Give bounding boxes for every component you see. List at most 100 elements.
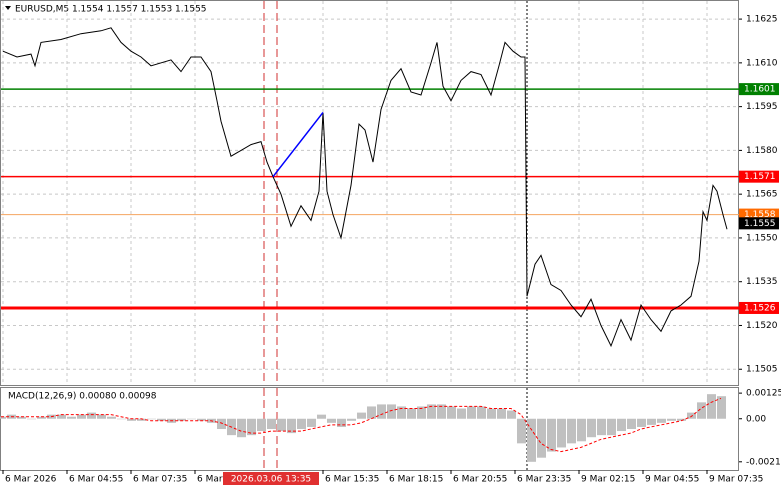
histogram-bar <box>567 418 576 444</box>
histogram-bar <box>607 418 616 436</box>
level-label: 1.1555 <box>744 219 776 229</box>
histogram-bar <box>597 418 606 436</box>
level-label-bg <box>739 170 779 183</box>
histogram-bar <box>407 408 416 419</box>
y-tick-label: 1.1580 <box>746 146 778 156</box>
x-tick-label: 6 Mar 04:55 <box>69 475 123 485</box>
histogram-bar <box>67 416 76 419</box>
trend-line <box>272 112 324 178</box>
x-tick-label: 6 Mar 15:35 <box>325 475 379 485</box>
histogram-bar <box>447 406 456 419</box>
histogram-bar <box>417 406 426 419</box>
histogram-bar <box>187 418 196 420</box>
histogram-bar <box>537 418 546 458</box>
histogram-bar <box>577 418 586 442</box>
histogram-bar <box>117 418 126 420</box>
price-line <box>2 27 728 348</box>
y-tick-label: 1.1565 <box>746 190 778 200</box>
histogram-bar <box>217 418 226 429</box>
histogram-bar <box>467 406 476 419</box>
y-tick-label: 1.1505 <box>746 365 778 375</box>
histogram-bar <box>677 418 686 421</box>
histogram-bar <box>197 418 206 421</box>
histogram-bar <box>717 396 726 419</box>
main-frame <box>0 0 739 386</box>
y-tick-label: 1.1550 <box>746 233 778 243</box>
y-tick-label: 1.1595 <box>746 102 778 112</box>
histogram-bar <box>237 418 246 438</box>
x-tick-label: 6 Mar 20:55 <box>453 475 507 485</box>
histogram-bar <box>257 418 266 432</box>
cursor-label: 2026.03.06 13:35 <box>231 475 311 485</box>
histogram-bar <box>17 416 26 419</box>
x-tick-label: 6 Mar 23:35 <box>517 475 571 485</box>
histogram-bar <box>457 408 466 419</box>
level-label-bg <box>739 217 779 230</box>
histogram-bar <box>487 408 496 419</box>
histogram-bar <box>547 418 556 452</box>
histogram-bar <box>157 418 166 421</box>
histogram-bar <box>697 402 706 419</box>
y-tick-label: 1.1625 <box>746 15 778 25</box>
histogram-bar <box>637 418 646 427</box>
histogram-bar <box>507 410 516 419</box>
histogram-bar <box>137 418 146 421</box>
x-tick-label: 6 Mar 07:35 <box>133 475 187 485</box>
histogram-bar <box>267 418 276 429</box>
x-tick-label: 9 Mar 07:35 <box>709 475 763 485</box>
histogram-bar <box>557 418 566 448</box>
histogram-bar <box>527 418 536 462</box>
histogram-bar <box>707 394 716 419</box>
histogram-bar <box>87 412 96 419</box>
histogram-bar <box>37 416 46 419</box>
level-label: 1.1526 <box>744 303 776 313</box>
histogram-bar <box>657 418 666 423</box>
y-tick-label: -0.0021 <box>746 457 781 467</box>
signal-line <box>1 397 722 453</box>
histogram-bar <box>27 418 36 420</box>
histogram-bar <box>147 418 156 420</box>
histogram-bar <box>357 412 366 419</box>
histogram-bar <box>317 414 326 419</box>
histogram-bar <box>77 414 86 419</box>
histogram-bar <box>337 418 346 427</box>
histogram-bar <box>307 418 316 427</box>
histogram-bar <box>247 418 256 436</box>
chart-title: EURUSD,M5 1.1554 1.1557 1.1553 1.1555 <box>15 5 207 15</box>
y-tick-label: 1.1610 <box>746 58 778 68</box>
histogram-bar <box>627 418 636 429</box>
histogram-bar <box>287 418 296 434</box>
histogram-bar <box>617 418 626 432</box>
histogram-bar <box>437 404 446 419</box>
y-tick-label: 0.00 <box>746 414 766 424</box>
histogram-bar <box>377 404 386 419</box>
histogram-bar <box>107 416 116 419</box>
histogram-bar <box>427 404 436 419</box>
histogram-bar <box>297 418 306 429</box>
x-tick-label: 9 Mar 04:55 <box>645 475 699 485</box>
level-label: 1.1571 <box>744 172 776 182</box>
macd-title: MACD(12,26,9) 0.00080 0.00098 <box>8 392 157 402</box>
level-label-bg <box>739 301 779 314</box>
histogram-bar <box>347 418 356 421</box>
macd-frame <box>0 387 739 471</box>
histogram-bar <box>0 416 6 419</box>
menu-arrow <box>5 6 11 10</box>
histogram-bar <box>587 418 596 438</box>
y-tick-label: 1.1535 <box>746 277 778 287</box>
histogram-bar <box>667 418 676 421</box>
histogram-bar <box>277 418 286 432</box>
histogram-bar <box>647 418 656 425</box>
x-tick-label: 9 Mar 02:15 <box>581 475 635 485</box>
histogram-bar <box>397 406 406 419</box>
histogram-bar <box>177 418 186 421</box>
cursor-label-bg <box>223 472 319 485</box>
x-tick-label: 6 Mar 18:15 <box>389 475 443 485</box>
histogram-bar <box>57 414 66 419</box>
histogram-bar <box>477 406 486 419</box>
histogram-bar <box>517 418 526 444</box>
level-label-bg <box>739 83 779 96</box>
histogram-bar <box>367 406 376 419</box>
histogram-bar <box>497 408 506 419</box>
